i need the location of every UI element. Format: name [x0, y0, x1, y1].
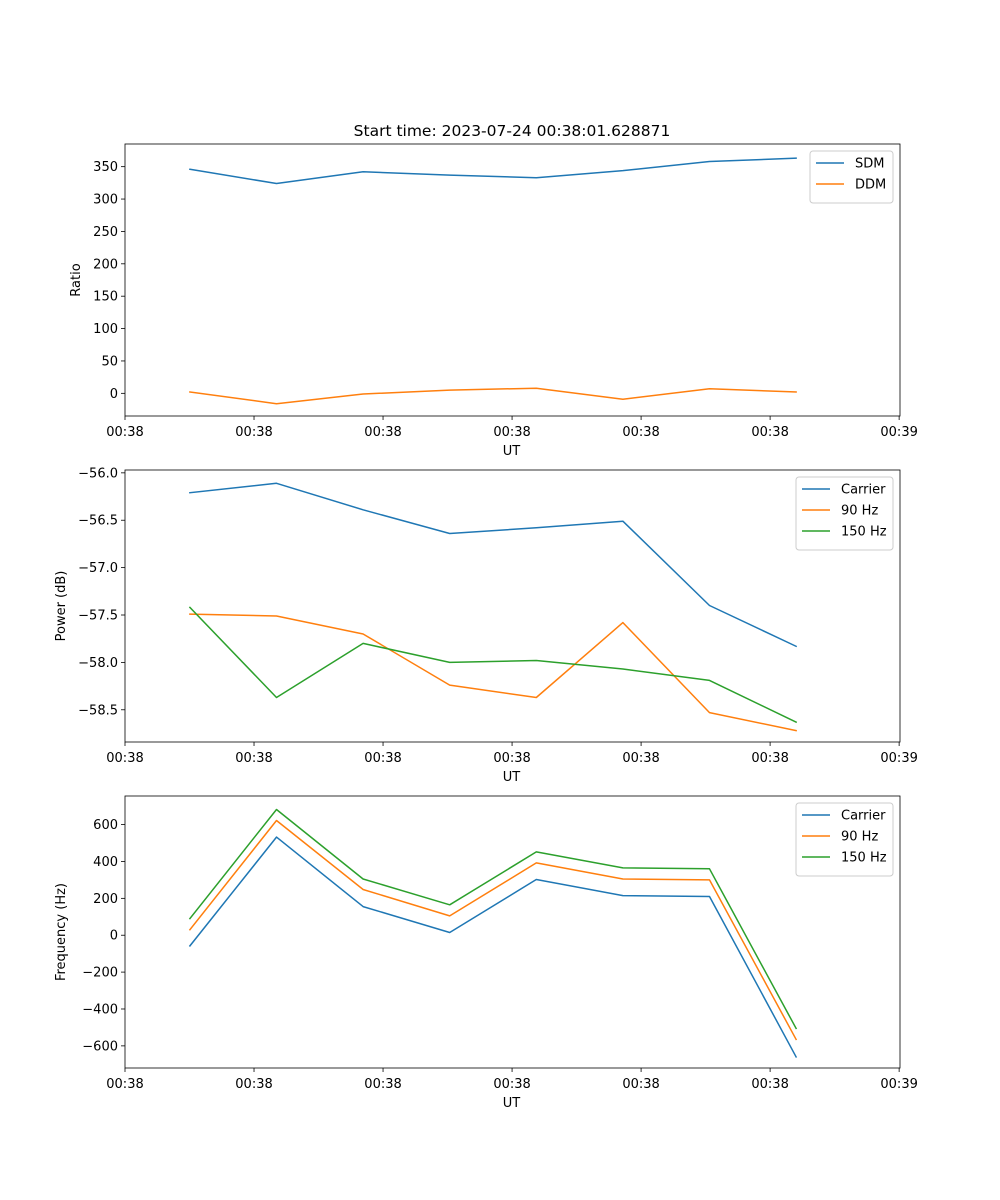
y-tick-label: 600: [93, 818, 118, 833]
y-tick-label: 100: [93, 322, 118, 337]
x-tick-label: 00:38: [106, 425, 143, 440]
axes-frame: [124, 795, 901, 1069]
y-tick-label: 150: [93, 290, 118, 305]
y-tick-label: −57.5: [78, 609, 118, 624]
x-tick-label: 00:38: [235, 751, 272, 766]
x-axis-label: UT: [503, 1096, 521, 1111]
x-tick-label: 00:38: [493, 425, 530, 440]
legend-label: 90 Hz: [841, 830, 878, 845]
x-tick-label: 00:38: [364, 751, 401, 766]
x-tick-label: 00:38: [235, 1077, 272, 1092]
x-tick-label: 00:38: [493, 1077, 530, 1092]
axes-frame: [124, 469, 901, 743]
y-tick-label: 400: [93, 855, 118, 870]
y-tick-label: 250: [93, 225, 118, 240]
x-tick-label: 00:38: [622, 425, 659, 440]
y-tick-label: −58.5: [78, 703, 118, 718]
series-line-carrier: [188, 836, 798, 1058]
series-line-carrier: [189, 482, 798, 648]
y-tick-label: 200: [93, 892, 118, 907]
chart-title: Start time: 2023-07-24 00:38:01.628871: [354, 122, 671, 140]
x-tick-label: 00:38: [364, 425, 401, 440]
y-tick-label: 200: [93, 257, 118, 272]
legend-label: DDM: [855, 178, 886, 193]
y-tick-label: 0: [110, 387, 118, 402]
y-tick-label: −57.0: [78, 561, 118, 576]
y-tick-label: −58.0: [78, 656, 118, 671]
legend: Carrier 90 Hz 150 Hz: [795, 802, 894, 877]
x-tick-label: 00:38: [106, 1077, 143, 1092]
series-line-sdm: [189, 157, 797, 185]
series-line-ddm: [189, 387, 797, 405]
legend-label: 150 Hz: [841, 851, 887, 866]
legend-box: [809, 150, 894, 204]
legend-label: Carrier: [841, 483, 886, 498]
x-tick-label: 00:39: [880, 1077, 917, 1092]
y-tick-label: −200: [82, 966, 118, 981]
legend-label: Carrier: [841, 809, 886, 824]
y-tick-label: 0: [110, 929, 118, 944]
series-line-90-hz: [188, 819, 798, 1041]
chart-panel-2: 00:38 00:38 00:38 00:38 00:38 00:38 00:39 −56.0…: [54, 466, 918, 785]
x-tick-label: 00:38: [751, 425, 788, 440]
y-tick-label: −600: [82, 1039, 118, 1054]
y-tick-label: 350: [93, 160, 118, 175]
x-tick-label: 00:38: [364, 1077, 401, 1092]
x-tick-label: 00:39: [880, 425, 917, 440]
y-tick-label: −400: [82, 1002, 118, 1017]
x-tick-label: 00:38: [106, 751, 143, 766]
x-tick-label: 00:38: [622, 751, 659, 766]
x-tick-label: 00:38: [751, 751, 788, 766]
y-axis-label: Frequency (Hz): [54, 883, 69, 981]
legend-label: 150 Hz: [841, 525, 887, 540]
legend: SDM DDM: [809, 150, 894, 204]
chart-panel-1: 00:38 00:38 00:38 00:38 00:38 00:38 00:39 0 50 10…: [69, 143, 918, 459]
legend-label: 90 Hz: [841, 504, 878, 519]
x-tick-label: 00:39: [880, 751, 917, 766]
x-axis-label: UT: [503, 770, 521, 785]
legend-label: SDM: [855, 157, 884, 172]
series-line-90-hz: [189, 613, 797, 732]
x-tick-label: 00:38: [493, 751, 530, 766]
x-tick-label: 00:38: [235, 425, 272, 440]
legend: Carrier 90 Hz 150 Hz: [795, 476, 894, 551]
y-tick-label: −56.0: [78, 466, 118, 481]
y-axis-label: Power (dB): [54, 571, 69, 642]
y-axis-label: Ratio: [69, 263, 84, 296]
chart-panel-3: 00:38 00:38 00:38 00:38 00:38 00:38 00:39 600 40…: [54, 795, 918, 1111]
series-line-150-hz: [188, 606, 798, 724]
y-tick-label: 50: [101, 354, 118, 369]
x-tick-label: 00:38: [622, 1077, 659, 1092]
y-tick-label: 300: [93, 193, 118, 208]
y-tick-label: −56.5: [78, 514, 118, 529]
x-tick-label: 00:38: [751, 1077, 788, 1092]
axes-frame: [124, 143, 901, 417]
x-axis-label: UT: [503, 444, 521, 459]
series-line-150-hz: [188, 808, 798, 1030]
